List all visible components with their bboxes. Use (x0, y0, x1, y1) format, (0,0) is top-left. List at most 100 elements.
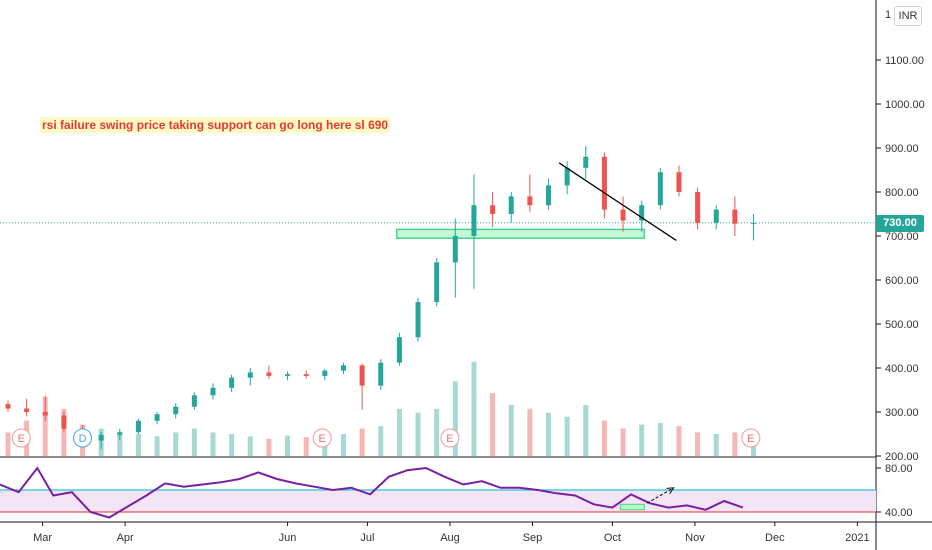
marker-label: E (446, 433, 453, 445)
volume-bar (135, 434, 141, 456)
price-tick-label-top: 1 (885, 9, 891, 21)
candle-body (545, 185, 551, 206)
candle-body (340, 365, 346, 371)
volume-bar (5, 432, 11, 456)
rsi-band (0, 490, 876, 512)
marker-label: E (747, 433, 754, 445)
price-tick-label: 800.00 (885, 187, 919, 199)
candle-body (452, 236, 458, 263)
currency-badge[interactable]: INR (894, 6, 922, 26)
time-tick-label: Dec (765, 532, 785, 544)
marker-label: D (79, 433, 87, 445)
time-tick-label: Sep (523, 532, 543, 544)
candle-body (359, 365, 365, 386)
price-tick-label: 900.00 (885, 143, 919, 155)
time-tick-label: Oct (604, 532, 621, 544)
candle-body (434, 262, 440, 302)
rsi-highlight-box (619, 503, 645, 511)
price-tick-label: 1100.00 (885, 55, 924, 67)
candle-body (229, 377, 235, 388)
volume-bar (471, 361, 477, 456)
volume-bar (527, 408, 533, 456)
candle-body (210, 387, 216, 396)
volume-bar (229, 434, 235, 456)
volume-bar (639, 424, 645, 456)
candle-body (695, 192, 701, 223)
volume-bar (508, 404, 514, 456)
volume-bar (751, 440, 757, 456)
candle-body (285, 374, 291, 376)
candle-body (191, 395, 197, 407)
price-tick-label: 300.00 (885, 407, 919, 419)
volume-bar (415, 412, 421, 456)
rsi-tick-label: 40.00 (885, 507, 913, 519)
price-tick-label: 200.00 (885, 451, 919, 463)
volume-bar (545, 412, 551, 456)
volume-bar (210, 432, 216, 456)
candle-body (154, 414, 160, 421)
candle-body (751, 222, 757, 224)
candle-body (732, 209, 738, 224)
price-tick-label: 600.00 (885, 275, 919, 287)
volume-bar (490, 393, 496, 456)
candle-body (98, 434, 104, 441)
volume-bar (191, 428, 197, 456)
chart-annotation[interactable]: rsi failure swing price taking support c… (40, 117, 391, 133)
time-tick-label: Jun (279, 532, 297, 544)
earnings-marker (11, 428, 31, 448)
candle-body (564, 167, 570, 186)
time-tick-label: Jul (360, 532, 374, 544)
candle-body (527, 196, 533, 206)
volume-bar (322, 438, 328, 456)
candle-body (657, 172, 663, 206)
candle-body (266, 372, 272, 376)
rsi-arrow-head (666, 487, 675, 494)
volume-bar (396, 408, 402, 456)
price-tick-label: 1000.00 (885, 99, 925, 111)
candle-body (415, 302, 421, 338)
volume-bar (340, 434, 346, 456)
volume-bar (620, 428, 626, 456)
candle-body (247, 372, 253, 378)
rsi-line (0, 466, 744, 519)
candle-body (42, 412, 48, 416)
volume-bar (359, 428, 365, 456)
candle-body (471, 205, 477, 236)
candle-body (676, 172, 682, 192)
volume-bar (601, 420, 607, 456)
volume-bar (434, 408, 440, 456)
candle-body (490, 205, 496, 214)
candle-body (378, 362, 384, 386)
candle-body (303, 374, 309, 376)
volume-bar (247, 436, 253, 456)
marker-label: E (18, 433, 25, 445)
rsi-tick-label: 80.00 (885, 463, 913, 475)
support-zone (395, 228, 646, 239)
time-tick-label: Nov (685, 532, 705, 544)
dividend-marker (73, 428, 93, 448)
candle-body (24, 408, 30, 412)
volume-bar (117, 432, 123, 456)
price-tick-label: 700.00 (885, 231, 919, 243)
candle-body (173, 406, 179, 415)
candle-body (601, 156, 607, 210)
candle-body (713, 209, 719, 223)
candle-body (135, 420, 141, 433)
volume-bar (732, 432, 738, 456)
volume-bar (154, 436, 160, 456)
price-tick-label: 400.00 (885, 363, 919, 375)
volume-bar (564, 416, 570, 456)
volume-bar (61, 408, 67, 456)
candle-body (620, 209, 626, 221)
rsi-arrow-line (646, 487, 674, 504)
volume-bar (378, 426, 384, 456)
candle-body (61, 415, 67, 429)
last-price-label: 730.00 (876, 215, 924, 232)
volume-bar (713, 434, 719, 456)
time-tick-label: 2021 (845, 532, 869, 544)
candle-body (583, 156, 589, 168)
volume-bar (676, 426, 682, 456)
